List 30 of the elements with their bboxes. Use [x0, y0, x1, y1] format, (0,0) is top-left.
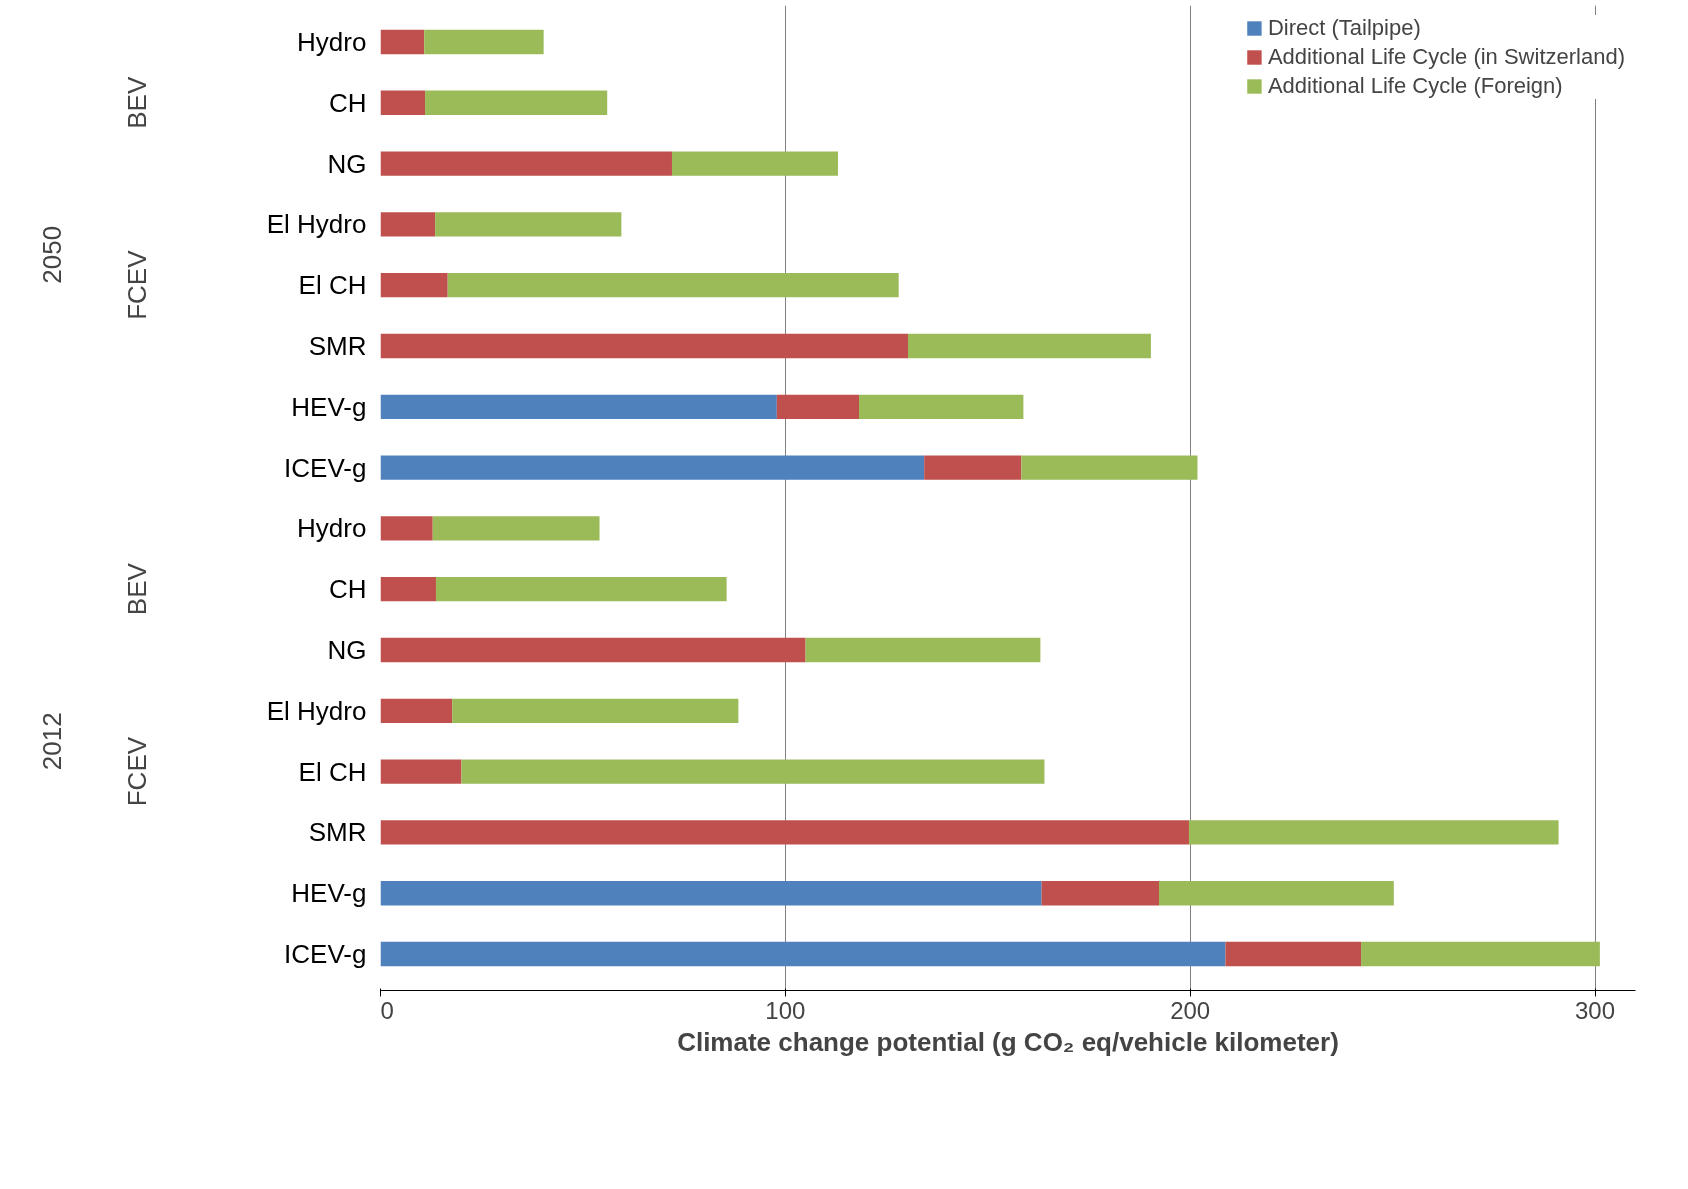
text: 2050: [37, 225, 68, 284]
y-tick-label: HEV-g: [291, 878, 367, 909]
text: FCEV: [121, 736, 152, 807]
y-tick-label: NG: [327, 635, 367, 666]
x-tick-label: 0: [380, 996, 394, 1024]
y-tick-label: El Hydro: [266, 209, 367, 240]
x-tick-label: 200: [1170, 996, 1211, 1024]
y-tick-label: El CH: [298, 756, 367, 787]
legend-label: Additional Life Cycle (in Switzerland): [1267, 44, 1625, 70]
y-tick-label: El CH: [298, 270, 367, 301]
y-tick-label: ICEV-g: [284, 939, 367, 970]
text: BEV: [121, 76, 152, 129]
text: BEV: [121, 562, 152, 616]
y-tick-label: El Hydro: [266, 695, 367, 726]
x-tick-label: 100: [765, 996, 806, 1024]
legend-label: Additional Life Cycle (Foreign): [1267, 73, 1563, 99]
y-tick-label: NG: [327, 148, 367, 179]
y-tick-label: SMR: [308, 330, 367, 361]
y-tick-label: ICEV-g: [284, 452, 367, 483]
y-tick-label: Hydro: [297, 513, 367, 544]
y-tick-label: Hydro: [297, 26, 367, 57]
y-tick-label: SMR: [308, 817, 367, 848]
x-tick-label: 300: [1574, 996, 1616, 1024]
text: 2012: [37, 712, 68, 771]
y-tick-label: CH: [328, 574, 367, 605]
y-tick-label: CH: [328, 87, 367, 118]
text: FCEV: [121, 249, 152, 320]
x-axis-title: Climate change potential (g CO₂ eq/vehicle kilometer): [677, 1026, 1339, 1057]
y-tick-label: HEV-g: [291, 391, 367, 422]
legend-label: Direct (Tailpipe): [1267, 15, 1421, 41]
